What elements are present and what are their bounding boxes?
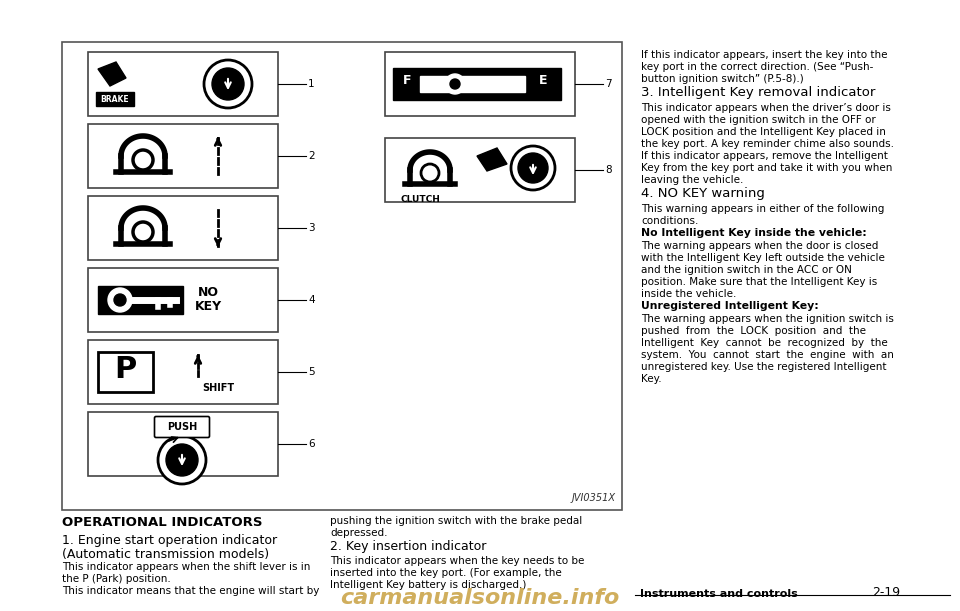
Text: This indicator means that the engine will start by: This indicator means that the engine wil… <box>62 586 320 596</box>
Text: JVI0351X: JVI0351X <box>572 493 616 503</box>
Text: 2-19: 2-19 <box>872 586 900 599</box>
Text: SHIFT: SHIFT <box>202 383 234 393</box>
Text: pushing the ignition switch with the brake pedal: pushing the ignition switch with the bra… <box>330 516 583 526</box>
Bar <box>88 52 278 116</box>
Circle shape <box>133 222 153 242</box>
Text: leaving the vehicle.: leaving the vehicle. <box>641 175 743 185</box>
Bar <box>88 340 278 404</box>
Text: 3: 3 <box>308 223 315 233</box>
Text: system.  You  cannot  start  the  engine  with  an: system. You cannot start the engine with… <box>641 350 894 360</box>
Text: depressed.: depressed. <box>330 528 388 538</box>
Circle shape <box>204 60 252 108</box>
Bar <box>98 352 153 392</box>
Text: The warning appears when the door is closed: The warning appears when the door is clo… <box>641 241 878 251</box>
Circle shape <box>166 444 198 476</box>
Text: Intelligent  Key  cannot  be  recognized  by  the: Intelligent Key cannot be recognized by … <box>641 338 888 348</box>
Text: If this indicator appears, insert the key into the: If this indicator appears, insert the ke… <box>641 50 887 60</box>
Circle shape <box>421 164 439 182</box>
Circle shape <box>158 436 206 484</box>
Bar <box>62 42 622 510</box>
Text: NO: NO <box>198 287 219 299</box>
Text: This warning appears in either of the following: This warning appears in either of the fo… <box>641 204 884 214</box>
Bar <box>420 76 525 92</box>
Text: 8: 8 <box>605 165 612 175</box>
Text: OPERATIONAL INDICATORS: OPERATIONAL INDICATORS <box>62 516 262 529</box>
Text: This indicator appears when the key needs to be: This indicator appears when the key need… <box>330 556 585 566</box>
Text: If this indicator appears, remove the Intelligent: If this indicator appears, remove the In… <box>641 151 888 161</box>
Text: E: E <box>539 75 547 87</box>
Circle shape <box>114 294 126 306</box>
Text: the P (Park) position.: the P (Park) position. <box>62 574 171 584</box>
Circle shape <box>450 79 460 89</box>
Text: Key.: Key. <box>641 374 661 384</box>
Bar <box>88 124 278 188</box>
Text: Unregistered Intelligent Key:: Unregistered Intelligent Key: <box>641 301 819 311</box>
Text: 3. Intelligent Key removal indicator: 3. Intelligent Key removal indicator <box>641 86 876 99</box>
Text: (Automatic transmission models): (Automatic transmission models) <box>62 548 269 561</box>
FancyBboxPatch shape <box>155 417 209 437</box>
Text: 1. Engine start operation indicator: 1. Engine start operation indicator <box>62 534 277 547</box>
Text: LOCK position and the Intelligent Key placed in: LOCK position and the Intelligent Key pl… <box>641 127 886 137</box>
Text: pushed  from  the  LOCK  position  and  the: pushed from the LOCK position and the <box>641 326 866 336</box>
Bar <box>88 268 278 332</box>
Bar <box>88 412 278 476</box>
Bar <box>88 196 278 260</box>
Text: conditions.: conditions. <box>641 216 698 226</box>
Text: No Intelligent Key inside the vehicle:: No Intelligent Key inside the vehicle: <box>641 228 867 238</box>
Text: 2: 2 <box>308 151 315 161</box>
Text: the key port. A key reminder chime also sounds.: the key port. A key reminder chime also … <box>641 139 894 149</box>
Text: PUSH: PUSH <box>167 422 197 432</box>
Text: 1: 1 <box>308 79 315 89</box>
Text: 7: 7 <box>605 79 612 89</box>
Circle shape <box>445 74 465 94</box>
Text: key port in the correct direction. (See “Push-: key port in the correct direction. (See … <box>641 62 874 72</box>
Text: opened with the ignition switch in the OFF or: opened with the ignition switch in the O… <box>641 115 876 125</box>
Text: The warning appears when the ignition switch is: The warning appears when the ignition sw… <box>641 314 894 324</box>
Text: KEY: KEY <box>195 301 222 313</box>
Polygon shape <box>477 148 507 171</box>
Bar <box>385 52 575 116</box>
Text: button ignition switch” (P.5-8).): button ignition switch” (P.5-8).) <box>641 74 804 84</box>
Text: unregistered key. Use the registered Intelligent: unregistered key. Use the registered Int… <box>641 362 886 372</box>
Bar <box>393 68 561 100</box>
Bar <box>385 138 575 202</box>
Circle shape <box>108 288 132 312</box>
Circle shape <box>212 68 244 100</box>
Text: P: P <box>114 356 136 384</box>
Text: Instruments and controls: Instruments and controls <box>640 589 798 599</box>
Circle shape <box>518 153 548 183</box>
Bar <box>96 92 134 106</box>
Text: This indicator appears when the driver’s door is: This indicator appears when the driver’s… <box>641 103 891 113</box>
Text: with the Intelligent Key left outside the vehicle: with the Intelligent Key left outside th… <box>641 253 885 263</box>
Text: 2. Key insertion indicator: 2. Key insertion indicator <box>330 540 487 553</box>
Text: BRAKE: BRAKE <box>101 95 130 103</box>
Text: Key from the key port and take it with you when: Key from the key port and take it with y… <box>641 163 893 173</box>
Text: 6: 6 <box>308 439 315 449</box>
Text: 5: 5 <box>308 367 315 377</box>
Text: CLUTCH: CLUTCH <box>400 196 440 205</box>
Text: inside the vehicle.: inside the vehicle. <box>641 289 736 299</box>
Text: F: F <box>403 75 411 87</box>
Text: 4: 4 <box>308 295 315 305</box>
Text: 4. NO KEY warning: 4. NO KEY warning <box>641 187 765 200</box>
Text: position. Make sure that the Intelligent Key is: position. Make sure that the Intelligent… <box>641 277 877 287</box>
Text: Intelligent Key battery is discharged.): Intelligent Key battery is discharged.) <box>330 580 526 590</box>
Circle shape <box>511 146 555 190</box>
Text: This indicator appears when the shift lever is in: This indicator appears when the shift le… <box>62 562 310 572</box>
Text: and the ignition switch in the ACC or ON: and the ignition switch in the ACC or ON <box>641 265 852 275</box>
Polygon shape <box>98 62 126 86</box>
Text: inserted into the key port. (For example, the: inserted into the key port. (For example… <box>330 568 562 578</box>
Circle shape <box>133 150 153 170</box>
Text: carmanualsonline.info: carmanualsonline.info <box>341 588 619 608</box>
Bar <box>98 286 183 314</box>
